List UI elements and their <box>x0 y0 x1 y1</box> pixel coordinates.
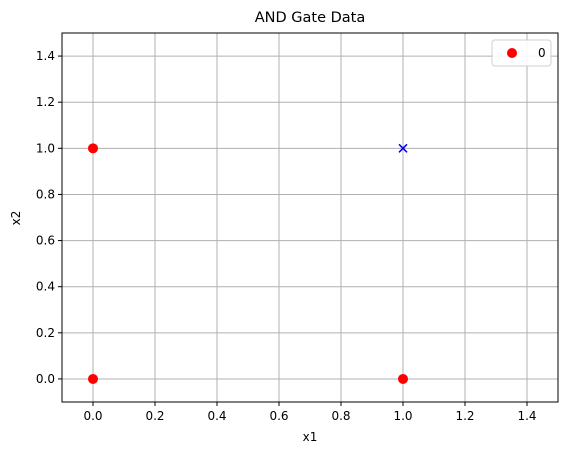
chart-title: AND Gate Data <box>255 10 366 26</box>
y-tick-label: 1.2 <box>36 95 55 109</box>
y-tick-label: 0.0 <box>36 372 55 386</box>
data-point-circle <box>399 374 408 383</box>
y-axis-label: x2 <box>9 211 23 226</box>
y-tick-label: 0.6 <box>36 234 55 248</box>
y-tick-label: 0.8 <box>36 187 55 201</box>
legend-marker-icon <box>508 49 517 58</box>
legend-label: 0 <box>538 46 546 60</box>
y-tick-label: 0.4 <box>36 280 55 294</box>
x-axis-label: x1 <box>303 430 318 444</box>
x-tick-label: 1.4 <box>517 409 536 423</box>
x-tick-label: 0.0 <box>83 409 102 423</box>
x-tick-label: 1.0 <box>393 409 412 423</box>
y-axis-ticks: 0.0 0.2 0.4 0.6 0.8 1.0 1.2 1.4 <box>36 49 62 386</box>
x-axis-ticks: 0.0 0.2 0.4 0.6 0.8 1.0 1.2 1.4 <box>83 402 536 423</box>
legend: 0 <box>492 40 551 66</box>
data-points <box>89 144 408 384</box>
data-point-circle <box>89 144 98 153</box>
x-tick-label: 0.6 <box>269 409 288 423</box>
y-tick-label: 1.4 <box>36 49 55 63</box>
y-tick-label: 0.2 <box>36 326 55 340</box>
x-tick-label: 1.2 <box>455 409 474 423</box>
plot-frame <box>62 33 558 402</box>
y-tick-label: 1.0 <box>36 141 55 155</box>
x-tick-label: 0.8 <box>331 409 350 423</box>
x-tick-label: 0.4 <box>207 409 226 423</box>
grid <box>62 33 558 402</box>
x-tick-label: 0.2 <box>145 409 164 423</box>
data-point-circle <box>89 374 98 383</box>
